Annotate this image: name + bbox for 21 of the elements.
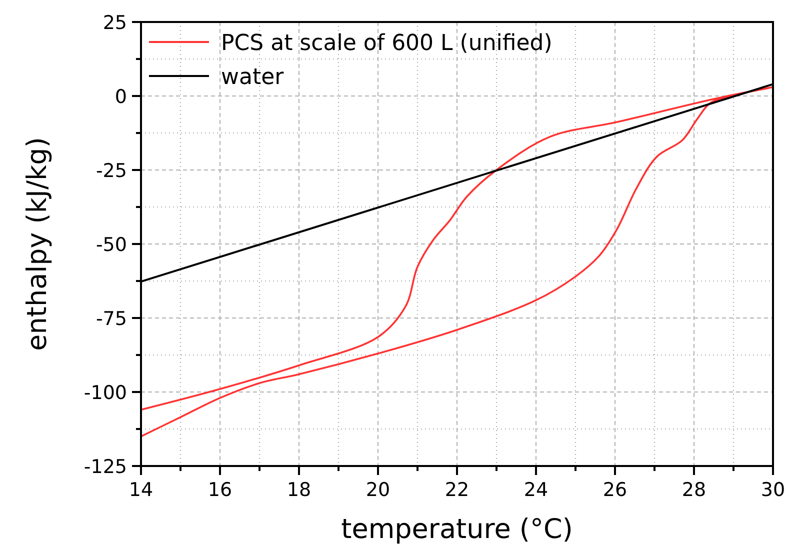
legend-label: PCS at scale of 600 L (unified): [221, 31, 552, 56]
x-tick-label: 26: [602, 479, 628, 501]
x-tick-label: 14: [128, 479, 154, 501]
x-axis-title: temperature (°C): [341, 514, 573, 545]
legend-label: water: [221, 65, 285, 90]
x-tick-label: 18: [286, 479, 312, 501]
y-tick-label: 25: [102, 12, 127, 34]
x-tick-label: 16: [208, 479, 232, 501]
y-tick-label: -50: [96, 234, 127, 256]
y-tick-label: 0: [114, 86, 127, 108]
y-tick-label: -100: [84, 382, 127, 404]
y-tick-label: -125: [84, 456, 127, 478]
y-axis-title: enthalpy (kJ/kg): [22, 137, 53, 351]
y-tick-label: -75: [96, 308, 127, 330]
x-tick-label: 28: [682, 479, 706, 501]
x-tick-label: 24: [524, 479, 548, 501]
x-tick-label: 30: [760, 479, 786, 501]
x-tick-label: 22: [444, 479, 470, 501]
y-tick-label: -25: [96, 160, 127, 182]
x-tick-label: 20: [366, 479, 390, 501]
line-series: [140, 86, 774, 438]
